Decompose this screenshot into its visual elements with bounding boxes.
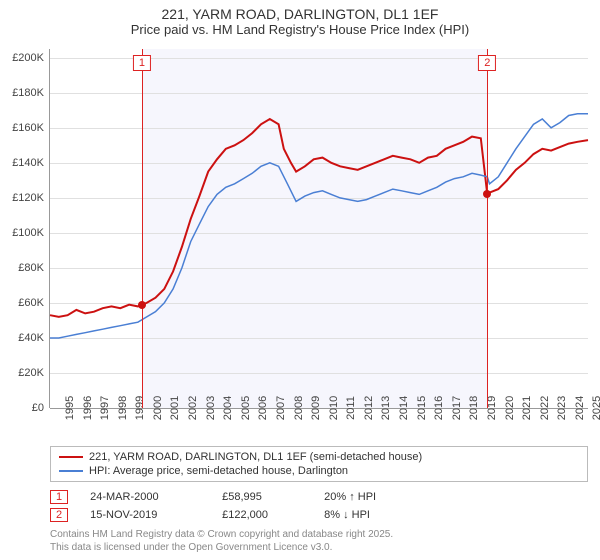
copyright-text: Contains HM Land Registry data © Crown c…	[50, 528, 588, 554]
legend-swatch	[59, 456, 83, 458]
event-marker	[138, 301, 146, 309]
chart-lines-svg	[50, 49, 588, 408]
event-row: 1 24-MAR-2000 £58,995 20% ↑ HPI	[50, 490, 588, 504]
event-price: £122,000	[222, 509, 302, 521]
event-date: 24-MAR-2000	[90, 491, 200, 503]
event-date: 15-NOV-2019	[90, 509, 200, 521]
y-tick-label: £40K	[18, 332, 50, 344]
event-vertical-line	[142, 49, 143, 408]
legend-label: HPI: Average price, semi-detached house,…	[89, 465, 348, 477]
y-tick-label: £100K	[12, 227, 50, 239]
event-delta: 8% ↓ HPI	[324, 509, 370, 521]
y-tick-label: £80K	[18, 262, 50, 274]
event-marker-label: 1	[133, 55, 151, 71]
chart-title-line1: 221, YARM ROAD, DARLINGTON, DL1 1EF	[10, 6, 590, 22]
event-row: 2 15-NOV-2019 £122,000 8% ↓ HPI	[50, 508, 588, 522]
y-tick-label: £180K	[12, 87, 50, 99]
y-tick-label: £0	[32, 402, 50, 414]
legend-box: 221, YARM ROAD, DARLINGTON, DL1 1EF (sem…	[50, 446, 588, 482]
copyright-line1: Contains HM Land Registry data © Crown c…	[50, 528, 588, 541]
y-tick-label: £200K	[12, 52, 50, 64]
event-vertical-line	[487, 49, 488, 408]
legend-label: 221, YARM ROAD, DARLINGTON, DL1 1EF (sem…	[89, 451, 422, 463]
legend-row: 221, YARM ROAD, DARLINGTON, DL1 1EF (sem…	[59, 451, 579, 463]
events-table: 1 24-MAR-2000 £58,995 20% ↑ HPI 2 15-NOV-2019…	[50, 490, 588, 522]
event-delta: 20% ↑ HPI	[324, 491, 376, 503]
chart-title-line2: Price paid vs. HM Land Registry's House …	[10, 22, 590, 37]
series-price_paid	[50, 119, 588, 317]
x-tick-label: 2025	[577, 396, 600, 420]
event-price: £58,995	[222, 491, 302, 503]
event-number: 1	[50, 490, 68, 504]
chart-header: 221, YARM ROAD, DARLINGTON, DL1 1EF Pric…	[0, 0, 600, 41]
y-tick-label: £160K	[12, 122, 50, 134]
y-tick-label: £120K	[12, 192, 50, 204]
event-number: 2	[50, 508, 68, 522]
chart-plot-area: £0£20K£40K£60K£80K£100K£120K£140K£160K£1…	[50, 49, 588, 408]
event-marker-label: 2	[478, 55, 496, 71]
legend-swatch	[59, 470, 83, 472]
event-marker	[483, 190, 491, 198]
copyright-line2: This data is licensed under the Open Gov…	[50, 541, 588, 554]
y-tick-label: £20K	[18, 367, 50, 379]
y-tick-label: £140K	[12, 157, 50, 169]
y-tick-label: £60K	[18, 297, 50, 309]
legend-row: HPI: Average price, semi-detached house,…	[59, 465, 579, 477]
